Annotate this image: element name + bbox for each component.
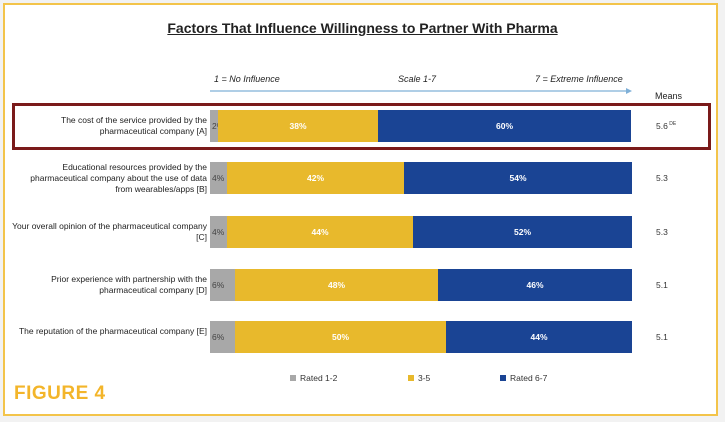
- mean-value: 5.3: [656, 227, 668, 237]
- bar-low: 6%: [210, 269, 235, 301]
- mean-value: 5.6 DE: [656, 121, 677, 131]
- bar-low: 6%: [210, 321, 235, 353]
- legend-item-high: Rated 6-7: [500, 373, 547, 383]
- bar-mid: 38%: [218, 110, 378, 142]
- figure-frame: [3, 3, 718, 416]
- legend-swatch-low: [290, 375, 296, 381]
- means-header: Means: [655, 91, 683, 101]
- bar-mid: 50%: [235, 321, 446, 353]
- row-label: Your overall opinion of the pharmaceutic…: [12, 221, 207, 242]
- bar-mid: 44%: [227, 216, 413, 248]
- mean-value: 5.1: [656, 280, 668, 290]
- chart-title: Factors That Influence Willingness to Pa…: [167, 20, 558, 36]
- scale-arrow: [210, 88, 632, 94]
- mean-value: 5.1: [656, 332, 668, 342]
- legend-label-mid: 3-5: [418, 373, 431, 383]
- scale-low-label: 1 = No Influence: [214, 74, 280, 84]
- bar-mid: 48%: [235, 269, 438, 301]
- bar-low: 4%: [210, 162, 227, 194]
- scale-high-label: 7 = Extreme Influence: [535, 74, 623, 84]
- legend-swatch-high: [500, 375, 506, 381]
- figure-label: FIGURE 4: [14, 383, 106, 404]
- row-label: The reputation of the pharmaceutical com…: [18, 326, 207, 336]
- legend-item-low: Rated 1-2: [290, 373, 337, 383]
- legend-item-mid: 3-5: [408, 373, 430, 383]
- bar-high: 46%: [438, 269, 632, 301]
- legend-swatch-mid: [408, 375, 414, 381]
- bar-mid: 42%: [227, 162, 404, 194]
- scale-center-label: Scale 1-7: [398, 74, 437, 84]
- bar-high: 44%: [446, 321, 632, 353]
- bar-low: 2%: [210, 110, 224, 142]
- mean-note: DE: [667, 121, 677, 128]
- legend-label-low: Rated 1-2: [300, 373, 338, 383]
- mean-value: 5.3: [656, 173, 668, 183]
- highlight-box: [12, 103, 711, 150]
- bar-high: 54%: [404, 162, 632, 194]
- legend-label-high: Rated 6-7: [510, 373, 548, 383]
- row-label: Prior experience with partnership with t…: [51, 274, 207, 295]
- row-label: Educational resources provided by the ph…: [30, 161, 207, 194]
- row-label: The cost of the service provided by the …: [61, 115, 207, 136]
- bar-high: 60%: [378, 110, 631, 142]
- bar-low: 4%: [210, 216, 227, 248]
- bar-high: 52%: [413, 216, 632, 248]
